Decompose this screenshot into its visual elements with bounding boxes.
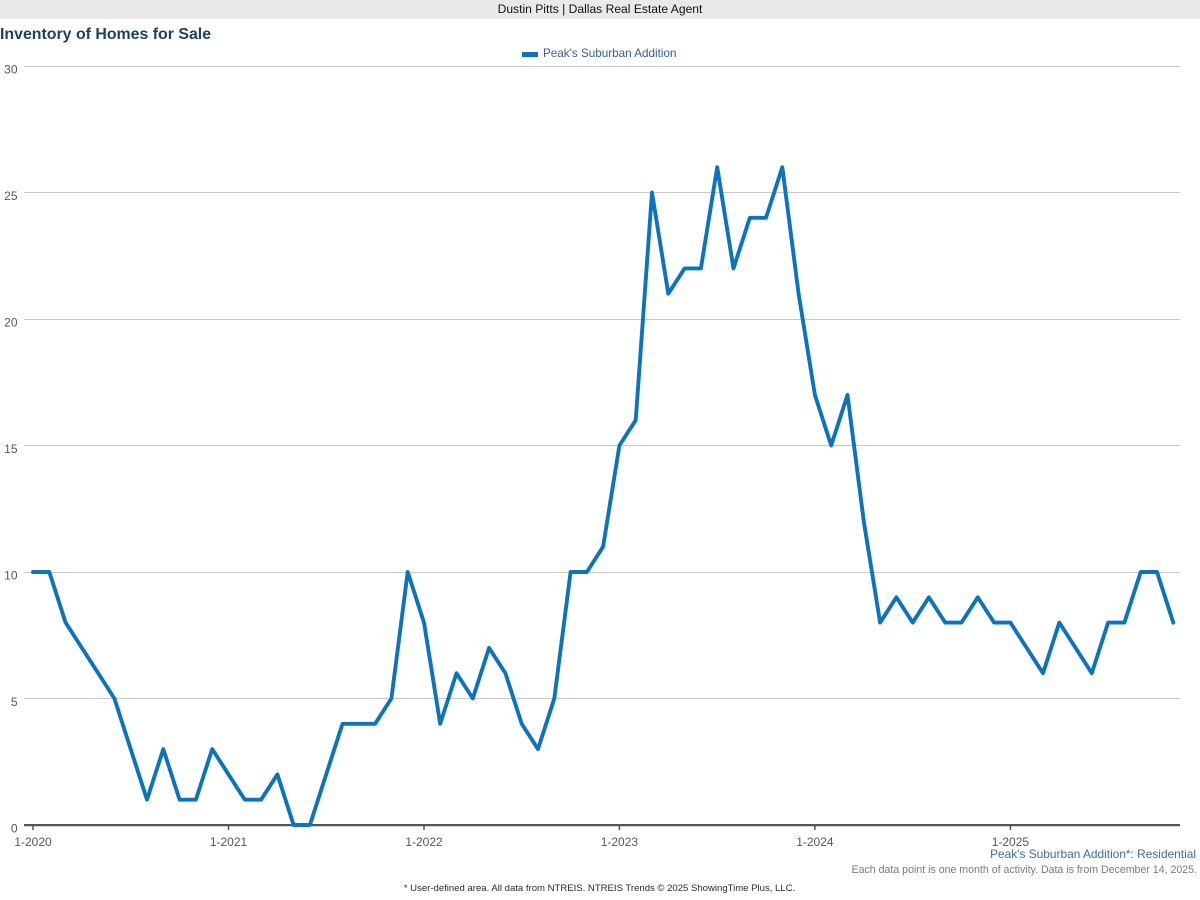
svg-text:1-2020: 1-2020 [14,835,52,849]
svg-text:10: 10 [4,569,18,583]
svg-text:15: 15 [4,442,18,456]
svg-text:1-2023: 1-2023 [601,835,639,849]
svg-text:1-2025: 1-2025 [992,835,1030,849]
svg-text:5: 5 [11,695,18,709]
svg-text:1-2024: 1-2024 [796,835,834,849]
svg-text:1-2022: 1-2022 [405,835,443,849]
svg-text:20: 20 [4,316,18,330]
svg-text:1-2021: 1-2021 [210,835,248,849]
svg-text:0: 0 [11,822,18,836]
svg-text:30: 30 [4,63,18,77]
svg-text:25: 25 [4,189,18,203]
